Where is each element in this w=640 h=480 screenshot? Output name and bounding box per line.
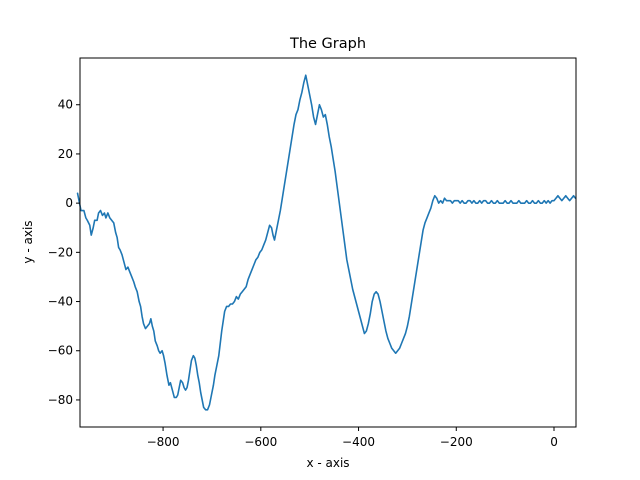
y-tick-label: −80 [48, 393, 73, 407]
chart-title: The Graph [289, 36, 366, 52]
x-tick-label: −400 [342, 435, 375, 449]
y-tick-label: 20 [58, 147, 73, 161]
x-tick-label: −600 [244, 435, 277, 449]
x-tick-label: −800 [147, 435, 180, 449]
y-tick-label: −20 [48, 245, 73, 259]
y-tick-label: −60 [48, 344, 73, 358]
y-tick-label: −40 [48, 295, 73, 309]
series-line-0 [76, 74, 577, 411]
x-tick-label: −200 [440, 435, 473, 449]
y-tick-label: 0 [65, 196, 73, 210]
x-axis-label: x - axis [306, 456, 349, 470]
x-tick-label: 0 [550, 435, 558, 449]
y-axis-label: y - axis [21, 220, 35, 263]
plot-frame [79, 57, 577, 428]
y-tick-label: 40 [58, 98, 73, 112]
